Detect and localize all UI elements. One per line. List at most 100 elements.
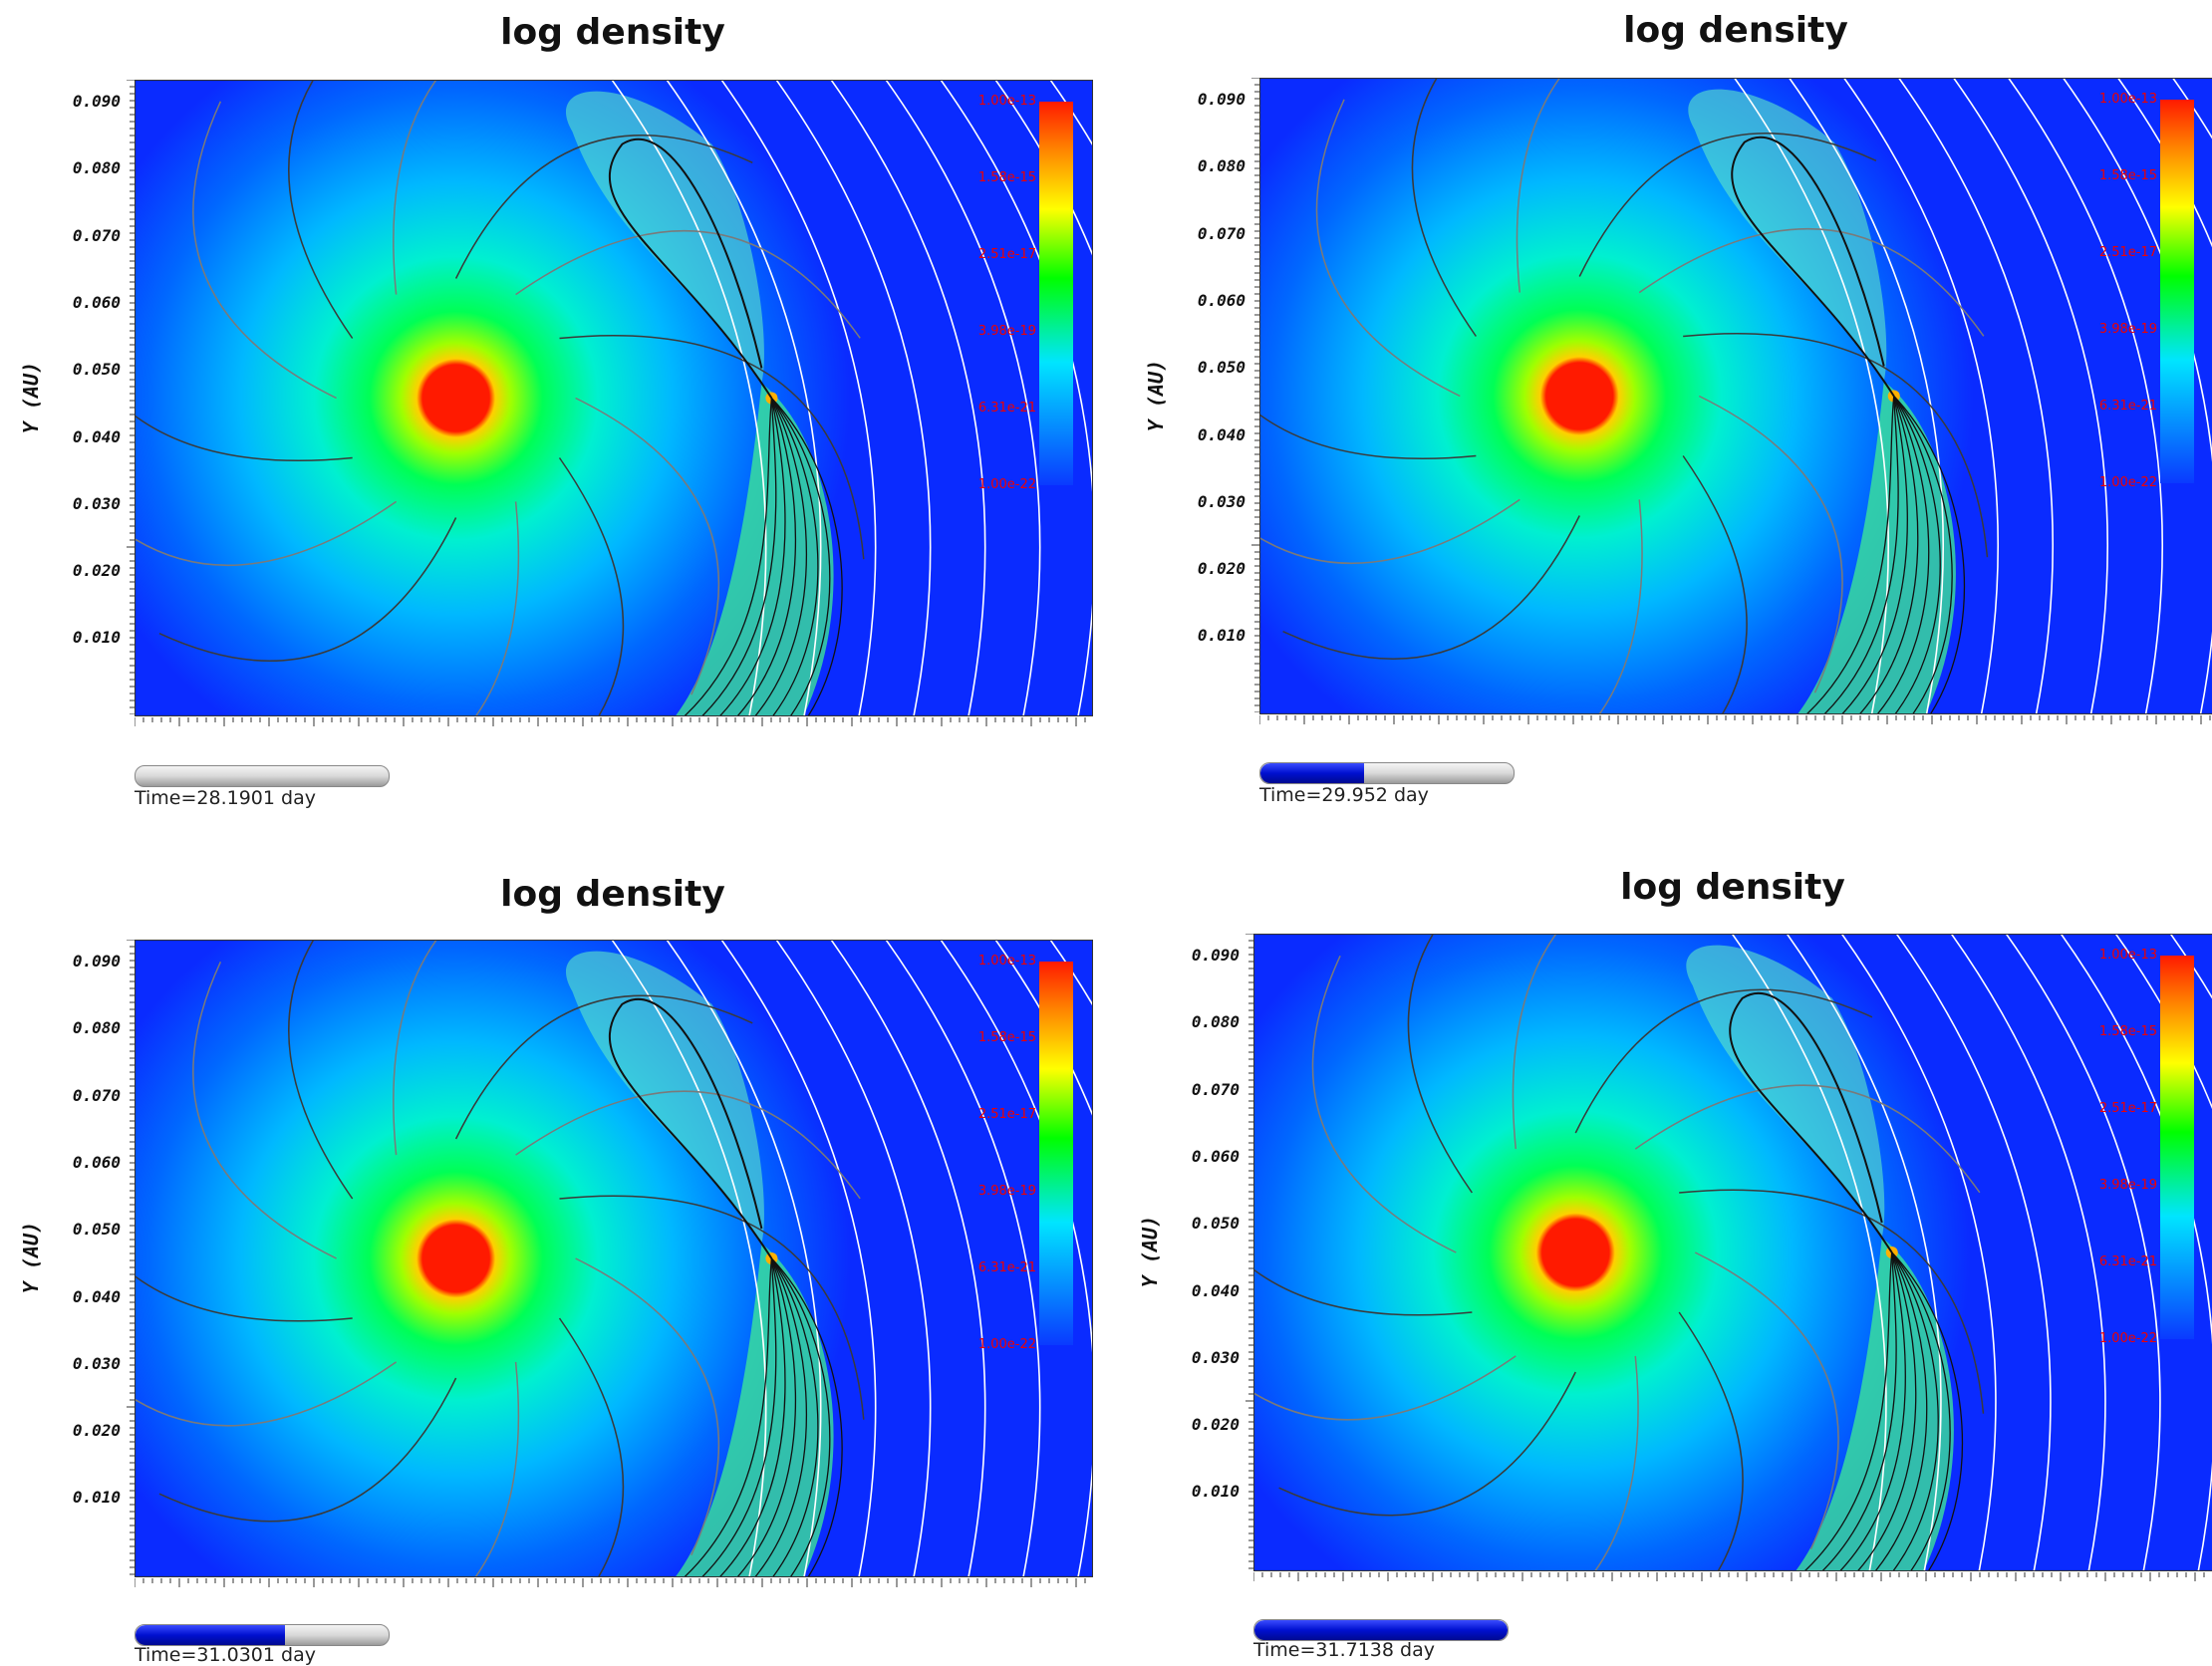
y-tick-label: 0.070 — [1191, 1079, 1240, 1099]
y-tick-label: 0.030 — [1191, 1347, 1240, 1367]
colorbar-tick-label: 2.51e-17 — [977, 247, 1036, 262]
stream-line — [1839, 1251, 1907, 1570]
stream-line — [1893, 396, 1966, 713]
panel-title: log density — [1620, 867, 1845, 908]
colorbar — [2160, 956, 2194, 1339]
y-tick-label: 0.050 — [1197, 358, 1245, 378]
stream-line — [1874, 1251, 1928, 1570]
field-line — [885, 941, 1041, 1576]
stream-line — [736, 398, 797, 715]
colorbar-tick-label: 3.98e-19 — [2098, 1178, 2157, 1193]
spiral-field-line — [393, 941, 437, 1156]
spiral-field-line — [1679, 1189, 1985, 1414]
spiral-field-line — [454, 994, 753, 1140]
field-line — [2063, 79, 2212, 713]
accretion-stream — [1796, 1238, 1954, 1570]
stream-line — [1823, 396, 1899, 713]
field-line — [1843, 79, 1999, 713]
field-line — [666, 81, 822, 715]
y-axis-ticks — [127, 79, 135, 715]
density-map-1 — [135, 80, 1093, 716]
spiral-field-line — [559, 334, 865, 560]
colorbar-tick-label: 1.00e-13 — [2098, 92, 2157, 107]
spiral-field-line — [1315, 99, 1461, 398]
colorbar-tick-label: 3.98e-19 — [977, 324, 1036, 339]
spiral-field-line — [575, 397, 720, 695]
spiral-field-line — [158, 517, 457, 662]
y-tick-label: 0.050 — [1191, 1214, 1240, 1234]
time-slider-fill — [136, 1625, 285, 1645]
field-line — [1731, 935, 1887, 1570]
y-tick-label: 0.050 — [72, 360, 121, 380]
spiral-field-line — [1578, 133, 1877, 277]
y-axis-label: Y (AU) — [1144, 359, 1169, 431]
x-axis-ticks — [134, 1575, 1091, 1587]
y-tick-label: 0.070 — [1197, 223, 1245, 243]
colorbar-tick-label: 3.98e-19 — [2098, 322, 2157, 337]
field-line — [1734, 79, 1889, 713]
accretion-stream — [676, 1244, 834, 1576]
stream-line — [1891, 1251, 1951, 1570]
field-line — [1840, 935, 1997, 1570]
spiral-field-line — [558, 457, 625, 715]
y-tick-label: 0.090 — [72, 92, 121, 111]
stream-line — [1876, 396, 1930, 713]
y-axis-ticks — [1245, 933, 1253, 1569]
stream-line — [701, 1257, 777, 1576]
spiral-field-line — [1254, 1268, 1473, 1316]
spiral-field-line — [1278, 1371, 1576, 1517]
time-slider[interactable] — [1253, 1619, 1509, 1641]
spiral-field-line — [1698, 395, 1843, 694]
y-tick-label: 0.020 — [1191, 1415, 1240, 1435]
y-tick-label: 0.080 — [72, 158, 121, 178]
accretion-stream — [676, 383, 834, 715]
y-tick-label: 0.070 — [72, 225, 121, 245]
colorbar-tick-label: 1.00e-22 — [2098, 475, 2157, 490]
y-tick-label: 0.010 — [72, 1488, 121, 1508]
stream-line — [1859, 396, 1919, 713]
upper-arm — [1688, 89, 1887, 382]
stream-line — [770, 1257, 831, 1576]
field-line — [885, 81, 1041, 715]
spiral-field-line — [288, 941, 354, 1200]
field-line — [1950, 935, 2106, 1570]
field-line — [611, 941, 767, 1576]
time-slider[interactable] — [135, 765, 390, 787]
x-axis-ticks — [134, 714, 1091, 726]
field-line — [1895, 935, 2052, 1570]
field-line — [666, 941, 822, 1576]
stream-line — [1805, 396, 1895, 713]
loop-line — [1731, 136, 1895, 398]
x-axis-ticks — [1258, 712, 2212, 724]
spiral-field-line — [1512, 935, 1557, 1150]
stream-line — [1821, 1251, 1897, 1570]
spiral-field-line — [1282, 515, 1580, 660]
spiral-field-line — [136, 500, 398, 566]
time-slider[interactable] — [1259, 762, 1515, 784]
stream-line — [1857, 1251, 1917, 1570]
y-tick-label: 0.060 — [1197, 290, 1245, 310]
time-slider-fill — [1254, 1620, 1508, 1640]
density-image — [136, 941, 1092, 1576]
spiral-field-line — [1574, 988, 1873, 1134]
stream-line — [1891, 1251, 1939, 1570]
stream-line — [770, 398, 819, 715]
colorbar-tick-label: 3.98e-19 — [977, 1184, 1036, 1199]
field-line — [830, 81, 986, 715]
field-line — [940, 941, 1092, 1576]
spiral-field-line — [1254, 1355, 1517, 1421]
density-map-4 — [1253, 934, 2212, 1571]
spiral-field-line — [1311, 956, 1457, 1253]
y-tick-label: 0.040 — [1191, 1280, 1240, 1300]
density-map-3 — [135, 940, 1093, 1577]
colorbar-tick-label: 1.58e-15 — [977, 170, 1036, 185]
field-line — [1898, 79, 2054, 713]
y-tick-label: 0.020 — [72, 561, 121, 581]
time-slider[interactable] — [135, 1624, 390, 1646]
y-tick-label: 0.040 — [1197, 424, 1245, 444]
time-readout: Time=28.1901 day — [135, 787, 316, 809]
stream-line — [684, 398, 773, 715]
stream-line — [1803, 1251, 1893, 1570]
time-readout: Time=31.7138 day — [1253, 1639, 1435, 1661]
spiral-field-line — [136, 415, 353, 462]
